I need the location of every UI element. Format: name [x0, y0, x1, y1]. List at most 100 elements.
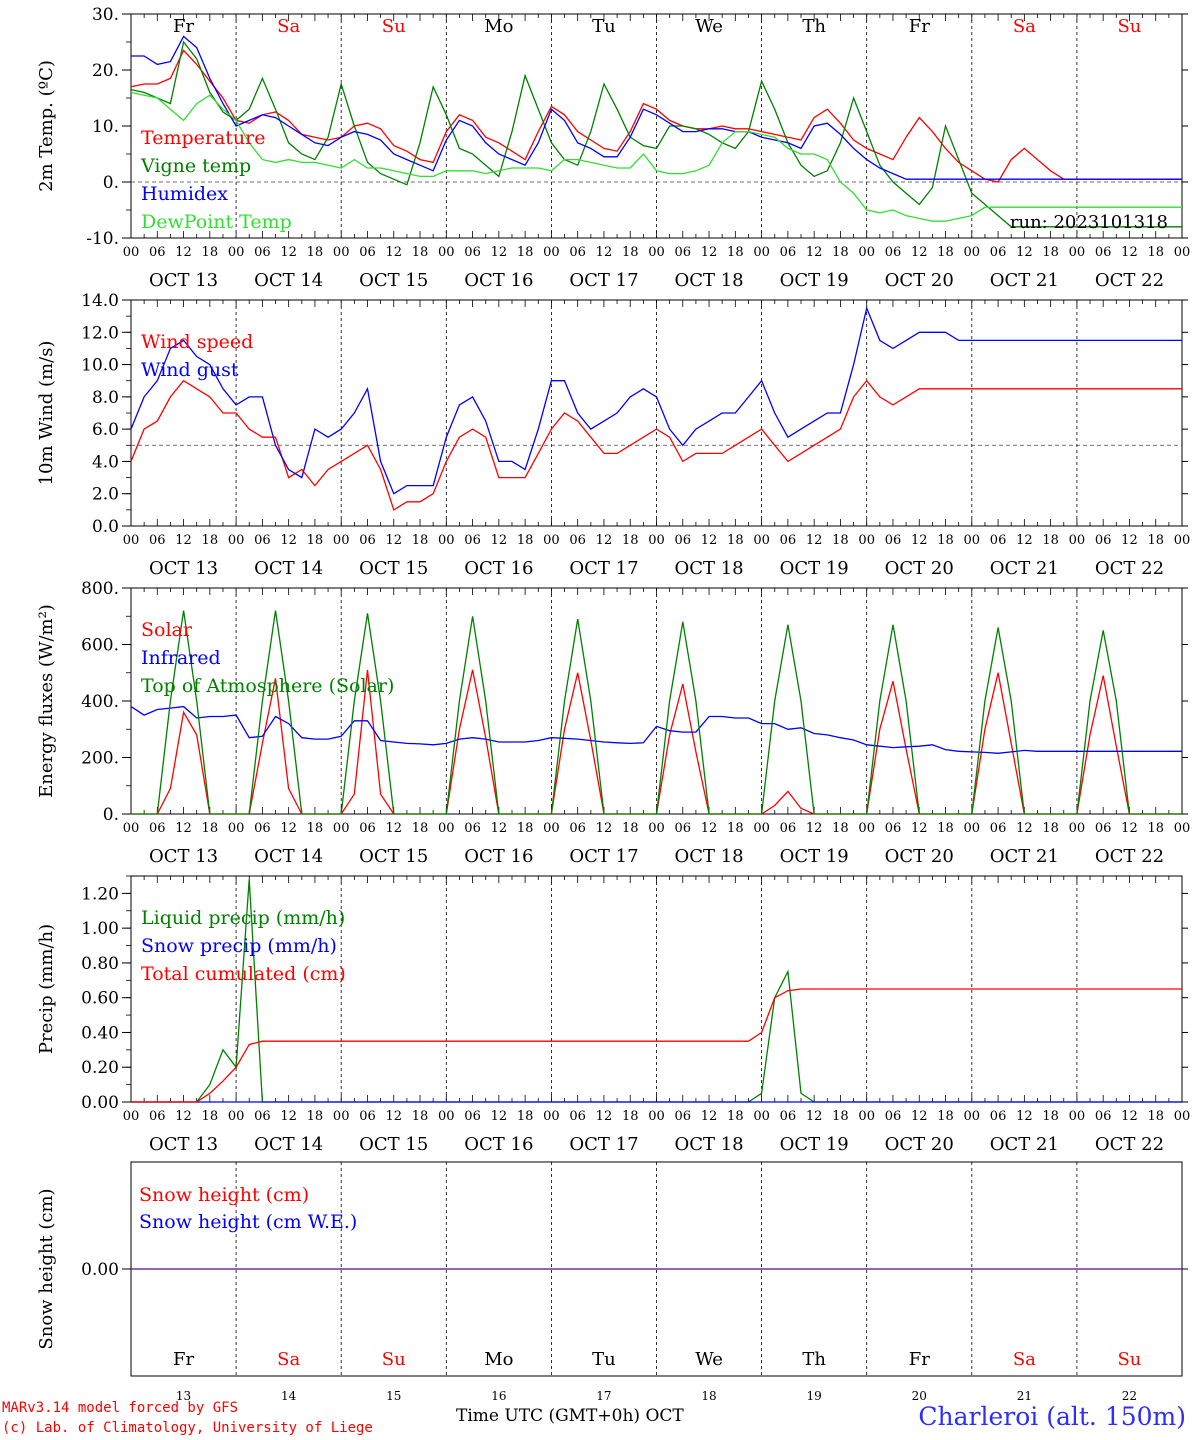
hour-tick-label: 12: [491, 533, 508, 548]
hour-tick-label: 00: [858, 245, 875, 260]
hour-tick-label: 00: [753, 245, 770, 260]
y-tick-label: 0.00: [81, 1093, 119, 1113]
date-label: OCT 18: [674, 1134, 743, 1155]
y-axis-title: 2m Temp. (ºC): [36, 60, 57, 192]
y-tick-label: 400.: [81, 692, 119, 712]
hour-tick-label: 18: [202, 821, 219, 836]
hour-tick-label: 12: [596, 245, 613, 260]
y-tick-label: 12.0: [81, 323, 119, 343]
y-tick-label: 20.: [92, 61, 119, 81]
legend-entry: Wind speed: [141, 331, 253, 353]
hour-tick-label: 18: [1042, 245, 1059, 260]
date-label: OCT 15: [359, 1134, 428, 1155]
hour-tick-label: 00: [438, 245, 455, 260]
series-line-humidex: [131, 35, 1182, 180]
hour-tick-label: 12: [701, 245, 718, 260]
lab-credit: (c) Lab. of Climatology, University of L…: [2, 1420, 373, 1436]
date-label: OCT 19: [780, 558, 849, 579]
hour-tick-label: 06: [990, 1109, 1007, 1124]
hour-tick-label: 12: [1121, 821, 1138, 836]
day-name-label: We: [695, 1349, 723, 1370]
hour-tick-label: 06: [359, 821, 376, 836]
day-name-label: Sa: [1013, 16, 1036, 37]
legend-entry: Snow precip (mm/h): [141, 935, 337, 957]
hour-tick-label: 12: [175, 1109, 192, 1124]
hour-tick-label: 00: [543, 533, 560, 548]
date-label: OCT 17: [569, 270, 638, 291]
hour-tick-label: 18: [937, 245, 954, 260]
hour-tick-label: 12: [385, 245, 402, 260]
day-number-label: 13: [176, 1389, 191, 1403]
hour-tick-label: 06: [990, 533, 1007, 548]
day-name-label: Fr: [909, 16, 930, 37]
date-label: OCT 18: [674, 846, 743, 867]
hour-tick-label: 00: [1069, 1109, 1086, 1124]
y-axis-title: Energy fluxes (W/m²): [36, 604, 57, 798]
legend-entry: Snow height (cm W.E.): [139, 1211, 357, 1233]
hour-tick-label: 18: [307, 245, 324, 260]
y-tick-label: 600.: [81, 636, 119, 656]
date-label: OCT 19: [780, 270, 849, 291]
hour-tick-label: 00: [228, 821, 245, 836]
hour-tick-label: 12: [911, 1109, 928, 1124]
hour-tick-label: 06: [569, 245, 586, 260]
series-line-total-cumulated-cm: [131, 988, 1182, 1103]
hour-tick-label: 06: [569, 533, 586, 548]
hour-tick-label: 06: [464, 533, 481, 548]
hour-tick-label: 12: [1016, 1109, 1033, 1124]
y-tick-label: 0.: [103, 173, 119, 193]
y-axis-title: Snow height (cm): [36, 1188, 57, 1349]
date-label: OCT 14: [254, 1134, 323, 1155]
date-label: OCT 15: [359, 846, 428, 867]
hour-tick-label: 00: [543, 1109, 560, 1124]
hour-tick-label: 00: [858, 821, 875, 836]
hour-tick-label: 18: [307, 821, 324, 836]
date-label: OCT 20: [885, 270, 954, 291]
date-label: OCT 21: [990, 846, 1059, 867]
hour-tick-label: 18: [202, 1109, 219, 1124]
series-line-wind-speed: [130, 379, 1182, 511]
day-name-label: Fr: [173, 16, 194, 37]
y-tick-label: -10.: [86, 229, 119, 249]
hour-tick-label: 00: [964, 533, 981, 548]
series-line-wind-gust: [130, 305, 1182, 495]
day-name-label: Tu: [592, 16, 616, 37]
station-name: Charleroi (alt. 150m): [918, 1402, 1186, 1431]
date-label: OCT 13: [149, 270, 218, 291]
day-number-label: 14: [281, 1389, 297, 1403]
hour-tick-label: 06: [464, 821, 481, 836]
hour-tick-label: 12: [701, 1109, 718, 1124]
hour-tick-label: 06: [254, 245, 271, 260]
y-tick-label: 200.: [81, 749, 119, 769]
date-label: OCT 22: [1095, 558, 1164, 579]
legend-entry: Infrared: [141, 647, 221, 669]
hour-tick-label: 06: [254, 533, 271, 548]
chart-panel-2: 14.0 12.0 10.0 8.0 6.0 4.0 2.0 0.0 10m Wind (m/s…: [36, 291, 1190, 579]
hour-tick-label: 18: [307, 1109, 324, 1124]
hour-tick-label: 12: [911, 821, 928, 836]
hour-tick-label: 06: [359, 1109, 376, 1124]
date-label: OCT 20: [885, 558, 954, 579]
hour-tick-label: 06: [990, 245, 1007, 260]
y-tick-label: 2.0: [92, 485, 119, 505]
day-number-label: 22: [1122, 1389, 1137, 1403]
hour-tick-label: 18: [1042, 1109, 1059, 1124]
hour-tick-label: 12: [1016, 245, 1033, 260]
hour-tick-label: 12: [701, 533, 718, 548]
hour-tick-label: 18: [727, 821, 744, 836]
hour-tick-label: 00: [123, 533, 140, 548]
y-tick-label: 0.0: [92, 517, 119, 537]
date-label: OCT 14: [254, 846, 323, 867]
date-label: OCT 20: [885, 846, 954, 867]
hour-tick-label: 00: [333, 1109, 350, 1124]
y-tick-label: 0.00: [81, 1260, 119, 1280]
hour-tick-label: 12: [175, 821, 192, 836]
date-label: OCT 19: [780, 1134, 849, 1155]
hour-tick-label: 18: [412, 245, 429, 260]
hour-tick-label: 18: [727, 1109, 744, 1124]
hour-tick-label: 18: [832, 821, 849, 836]
date-label: OCT 16: [464, 846, 533, 867]
hour-tick-label: 06: [569, 821, 586, 836]
hour-tick-label: 18: [412, 821, 429, 836]
y-tick-label: 30.: [92, 5, 119, 25]
